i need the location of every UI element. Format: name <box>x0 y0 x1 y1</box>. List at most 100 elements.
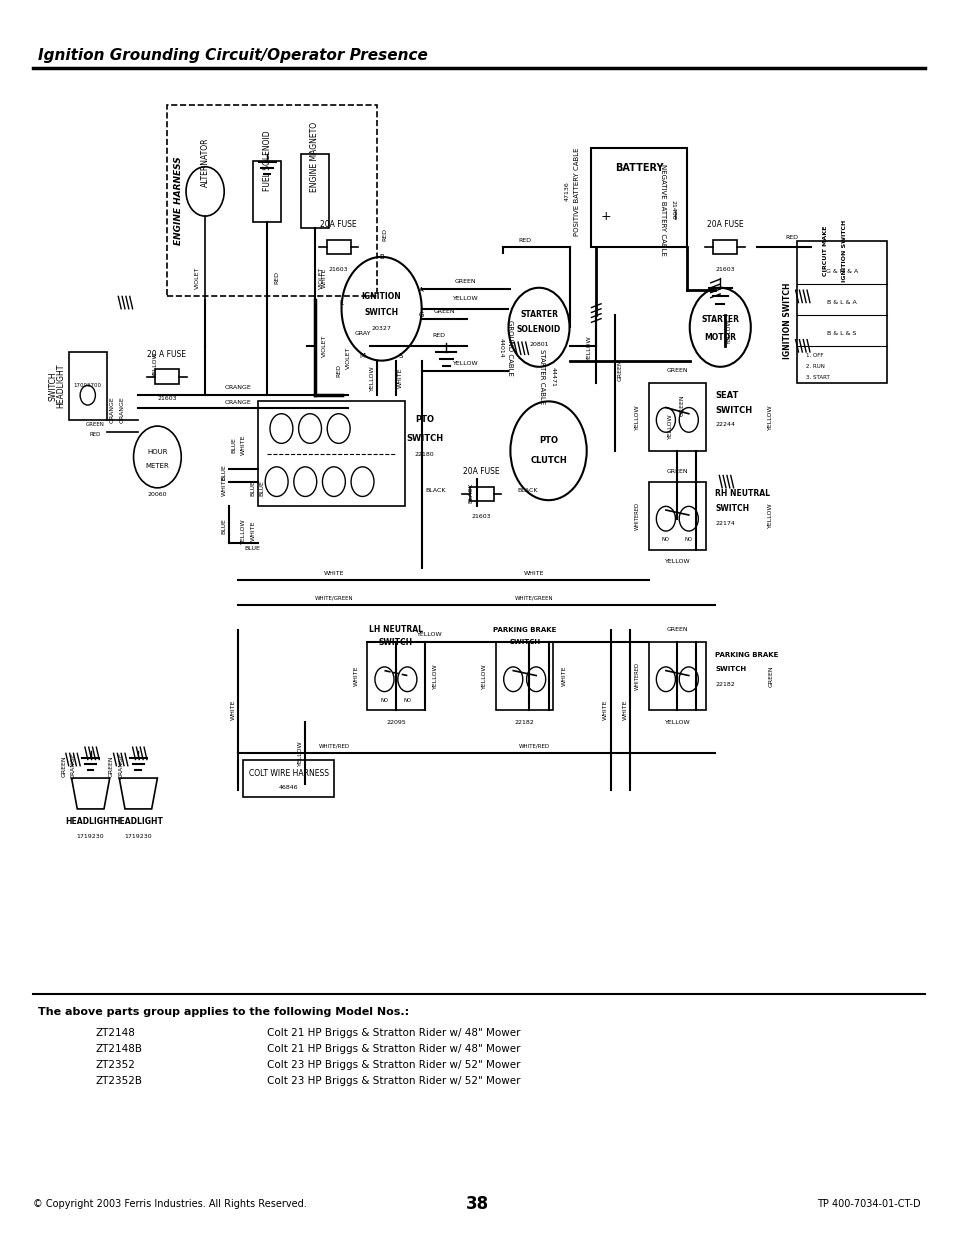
Text: 22095: 22095 <box>386 720 405 725</box>
Text: A: A <box>419 288 423 293</box>
Bar <box>167 105 376 296</box>
Text: G & M & A: G & M & A <box>825 269 857 274</box>
Text: ZT2148: ZT2148 <box>95 1028 135 1037</box>
Text: B & L & S: B & L & S <box>826 331 856 336</box>
Text: 1719230: 1719230 <box>125 834 152 839</box>
Text: BLACK: BLACK <box>468 483 474 503</box>
Bar <box>69 352 107 420</box>
Text: 38: 38 <box>465 1195 488 1213</box>
Text: STARTER CABLE: STARTER CABLE <box>538 350 544 404</box>
Text: 21406: 21406 <box>669 200 675 220</box>
Text: RED: RED <box>90 432 101 437</box>
Text: WHITE: WHITE <box>561 666 567 687</box>
Text: 21603: 21603 <box>472 514 491 519</box>
Bar <box>469 487 493 501</box>
Text: RED: RED <box>784 235 798 240</box>
Text: 20A FUSE: 20A FUSE <box>463 467 499 477</box>
Text: SWITCH: SWITCH <box>715 405 752 415</box>
Text: SWITCH: SWITCH <box>378 637 413 647</box>
Text: 20327: 20327 <box>372 326 391 331</box>
Text: 21603: 21603 <box>157 396 176 401</box>
Text: LH NEUTRAL: LH NEUTRAL <box>369 625 422 635</box>
Text: 22174: 22174 <box>715 521 735 526</box>
Text: VIOLET: VIOLET <box>345 347 351 369</box>
Text: YELLOW: YELLOW <box>767 404 773 430</box>
Text: ORANGE: ORANGE <box>110 396 115 424</box>
Bar <box>648 482 705 550</box>
Bar <box>257 401 405 506</box>
Text: VIOLET: VIOLET <box>321 335 327 357</box>
Text: L: L <box>339 300 343 305</box>
Text: 1719230: 1719230 <box>77 834 104 839</box>
Text: 46846: 46846 <box>278 785 298 790</box>
Text: GREEN: GREEN <box>679 394 684 416</box>
Bar <box>243 760 334 797</box>
Text: NO: NO <box>403 698 411 703</box>
Text: BLUE: BLUE <box>245 546 260 551</box>
Bar <box>796 241 886 383</box>
Text: PTO: PTO <box>415 415 434 425</box>
Text: PARKING BRAKE: PARKING BRAKE <box>493 627 556 632</box>
Text: WHITERED: WHITERED <box>634 662 639 690</box>
Text: Ignition Grounding Circuit/Operator Presence: Ignition Grounding Circuit/Operator Pres… <box>38 48 428 63</box>
Bar <box>253 161 281 222</box>
Text: I: I <box>673 210 677 222</box>
Text: YELLOW: YELLOW <box>726 319 732 343</box>
Text: Colt 23 HP Briggs & Stratton Rider w/ 52" Mower: Colt 23 HP Briggs & Stratton Rider w/ 52… <box>267 1076 520 1086</box>
Text: 2. RUN: 2. RUN <box>805 364 824 369</box>
Text: 21603: 21603 <box>329 267 348 272</box>
Text: WHITE/RED: WHITE/RED <box>518 743 549 748</box>
Text: ZT2352B: ZT2352B <box>95 1076 142 1086</box>
Polygon shape <box>71 778 110 809</box>
Text: PARKING BRAKE: PARKING BRAKE <box>715 652 778 657</box>
Text: SWITCH: SWITCH <box>49 372 58 400</box>
Text: RED: RED <box>432 333 445 338</box>
Text: 20060: 20060 <box>148 492 167 496</box>
Text: GROUND CABLE: GROUND CABLE <box>507 320 513 377</box>
Bar <box>326 240 351 254</box>
Text: YELLOW: YELLOW <box>297 741 303 766</box>
Text: MOTOR: MOTOR <box>703 332 736 342</box>
Text: 22182: 22182 <box>715 682 735 687</box>
Text: 20 A FUSE: 20 A FUSE <box>148 350 186 359</box>
Text: GREEN: GREEN <box>434 309 455 314</box>
Text: WHITERED: WHITERED <box>634 501 639 530</box>
Text: WHITE: WHITE <box>353 666 358 687</box>
Text: 20A FUSE: 20A FUSE <box>706 220 742 230</box>
Bar <box>300 154 329 228</box>
Text: 22180: 22180 <box>415 452 434 457</box>
Text: SWITCH: SWITCH <box>715 667 746 672</box>
Text: IGNITION SWITCH: IGNITION SWITCH <box>781 283 791 359</box>
Text: WHITE: WHITE <box>397 368 403 388</box>
Text: SEAT: SEAT <box>715 390 739 400</box>
Text: M: M <box>359 353 365 358</box>
Text: Colt 21 HP Briggs & Stratton Rider w/ 48" Mower: Colt 21 HP Briggs & Stratton Rider w/ 48… <box>267 1028 520 1037</box>
Text: WHITE: WHITE <box>523 571 544 576</box>
Text: GREEN: GREEN <box>617 359 622 382</box>
Bar <box>591 148 686 247</box>
Text: WHITE: WHITE <box>240 435 246 454</box>
Text: G: G <box>418 312 424 317</box>
Text: 22182: 22182 <box>515 720 534 725</box>
Text: BLUE: BLUE <box>221 464 227 479</box>
Text: SWITCH: SWITCH <box>509 640 539 645</box>
Bar <box>648 642 705 710</box>
Text: 44014: 44014 <box>497 338 503 358</box>
Text: S: S <box>398 353 402 358</box>
Text: NEGATIVE BATTERY CABLE: NEGATIVE BATTERY CABLE <box>659 164 665 256</box>
Text: SOLENOID: SOLENOID <box>517 325 560 335</box>
Text: GREEN: GREEN <box>61 755 67 777</box>
Text: YELLOW: YELLOW <box>767 503 773 529</box>
Text: ALTERNATOR: ALTERNATOR <box>200 137 210 186</box>
Text: WHITE: WHITE <box>323 571 344 576</box>
Text: BATTERY: BATTERY <box>615 163 662 173</box>
Text: HOUR: HOUR <box>147 450 168 454</box>
Text: YELLOW: YELLOW <box>481 663 487 689</box>
Text: SWITCH: SWITCH <box>715 504 749 514</box>
Text: YELLOW: YELLOW <box>453 296 477 301</box>
Text: GREEN: GREEN <box>666 627 687 632</box>
Text: YELLOW: YELLOW <box>240 519 246 543</box>
Text: GREEN: GREEN <box>767 666 773 687</box>
Text: TP 400-7034-01-CT-D: TP 400-7034-01-CT-D <box>816 1199 920 1209</box>
Text: BLACK: BLACK <box>425 488 446 493</box>
